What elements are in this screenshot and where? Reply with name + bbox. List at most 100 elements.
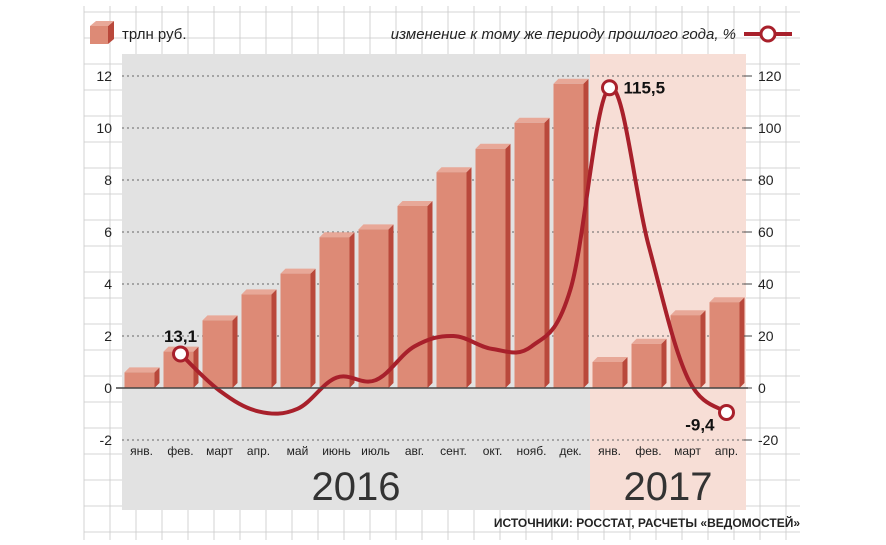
bar-top bbox=[319, 232, 355, 238]
data-label: 13,1 bbox=[164, 327, 197, 346]
bar-top bbox=[709, 297, 745, 303]
bar-side bbox=[271, 289, 277, 388]
bar-top bbox=[553, 78, 589, 84]
x-tick-label: авг. bbox=[405, 444, 424, 458]
bar-side bbox=[544, 117, 550, 389]
bar-side bbox=[349, 232, 355, 388]
bar bbox=[241, 289, 277, 388]
bar bbox=[592, 357, 628, 388]
legend-line-label: изменение к тому же периоду прошлого год… bbox=[391, 26, 736, 43]
bar-top bbox=[514, 117, 550, 123]
bar-front bbox=[436, 172, 467, 388]
bar bbox=[202, 315, 238, 388]
line-marker bbox=[601, 79, 618, 97]
bar-front bbox=[202, 320, 233, 388]
x-tick-label: сент. bbox=[440, 444, 467, 458]
bar-top bbox=[280, 268, 316, 274]
data-label: -9,4 bbox=[685, 415, 715, 434]
bar-top bbox=[475, 143, 511, 149]
bar-front bbox=[709, 302, 740, 388]
y-right-tick-label: 100 bbox=[758, 120, 782, 136]
x-tick-label: март bbox=[674, 444, 701, 458]
y-left-tick-label: 6 bbox=[104, 224, 112, 240]
bar-side bbox=[505, 143, 511, 388]
bar bbox=[436, 167, 472, 388]
y-left-tick-label: 4 bbox=[104, 276, 112, 292]
bar bbox=[631, 338, 667, 388]
y-left-tick-label: 8 bbox=[104, 172, 112, 188]
x-tick-label: апр. bbox=[715, 444, 738, 458]
bar-top bbox=[631, 338, 667, 344]
bar-side bbox=[232, 315, 238, 388]
bar bbox=[553, 78, 589, 389]
y-left-tick-label: 0 bbox=[104, 380, 112, 396]
bar bbox=[514, 117, 550, 389]
line-marker bbox=[172, 345, 189, 363]
y-right-tick-label: 20 bbox=[758, 328, 774, 344]
x-tick-label: фев. bbox=[167, 444, 193, 458]
line-series: 13,1 115,5 -9,4 bbox=[164, 79, 735, 434]
period-label-2017: 2017 bbox=[624, 465, 713, 509]
bar-side bbox=[661, 338, 667, 388]
legend-bar-label: трлн руб. bbox=[122, 26, 187, 43]
bar bbox=[397, 201, 433, 388]
bar bbox=[124, 367, 160, 388]
period-label-2016: 2016 bbox=[312, 465, 401, 509]
y-right-tick-label: 120 bbox=[758, 68, 782, 84]
bar-top bbox=[670, 310, 706, 316]
bar-top bbox=[241, 289, 277, 295]
data-label: 115,5 bbox=[624, 79, 666, 98]
x-tick-label: апр. bbox=[247, 444, 270, 458]
bar-side bbox=[154, 367, 160, 388]
y-right-tick-label: 0 bbox=[758, 380, 766, 396]
x-tick-label: дек. bbox=[559, 444, 581, 458]
bar-front bbox=[397, 206, 428, 388]
y-left-tick-label: 2 bbox=[104, 328, 112, 344]
line-marker bbox=[718, 403, 735, 421]
period-band-2017 bbox=[590, 54, 746, 510]
y-right-tick-label: 80 bbox=[758, 172, 774, 188]
legend: трлн руб. изменение к тому же периоду пр… bbox=[90, 21, 792, 44]
x-tick-label: нояб. bbox=[516, 444, 546, 458]
bar-side bbox=[739, 297, 745, 388]
x-tick-label: фев. bbox=[635, 444, 661, 458]
x-tick-label: июнь bbox=[322, 444, 351, 458]
bar-top bbox=[592, 357, 628, 362]
bar-front bbox=[241, 294, 272, 388]
bar bbox=[319, 232, 355, 388]
x-tick-label: май bbox=[287, 444, 309, 458]
bar-front bbox=[124, 372, 155, 388]
bar-side bbox=[310, 268, 316, 388]
bar-front bbox=[358, 229, 389, 388]
y-left-tick-label: -2 bbox=[100, 432, 113, 448]
x-tick-label: июль bbox=[361, 444, 390, 458]
y-right-tick-label: 40 bbox=[758, 276, 774, 292]
bar-side bbox=[622, 357, 628, 388]
line-path bbox=[179, 85, 728, 416]
period-shading: 2016 2017 bbox=[122, 54, 746, 510]
bar-side bbox=[583, 78, 589, 389]
legend-line-swatch bbox=[744, 25, 792, 43]
y-right-tick-label: -20 bbox=[758, 432, 778, 448]
bar-front bbox=[592, 362, 623, 388]
bar-front bbox=[514, 122, 545, 389]
bar bbox=[358, 224, 394, 388]
x-tick-label: янв. bbox=[130, 444, 153, 458]
source-note: ИСТОЧНИКИ: РОССТАТ, РАСЧЕТЫ «ВЕДОМОСТЕЙ» bbox=[494, 515, 800, 530]
bar-side bbox=[466, 167, 472, 388]
bar-front bbox=[631, 343, 662, 388]
bar-top bbox=[436, 167, 472, 173]
bar-front bbox=[280, 273, 311, 388]
y-right-tick-label: 60 bbox=[758, 224, 774, 240]
bar-side bbox=[427, 201, 433, 388]
x-tick-label: март bbox=[206, 444, 233, 458]
y-left-tick-label: 10 bbox=[96, 120, 112, 136]
bar bbox=[280, 268, 316, 388]
bar-top bbox=[397, 201, 433, 206]
bar bbox=[709, 297, 745, 388]
bar-side bbox=[700, 310, 706, 388]
bar-top bbox=[124, 367, 160, 373]
x-tick-label: янв. bbox=[598, 444, 621, 458]
